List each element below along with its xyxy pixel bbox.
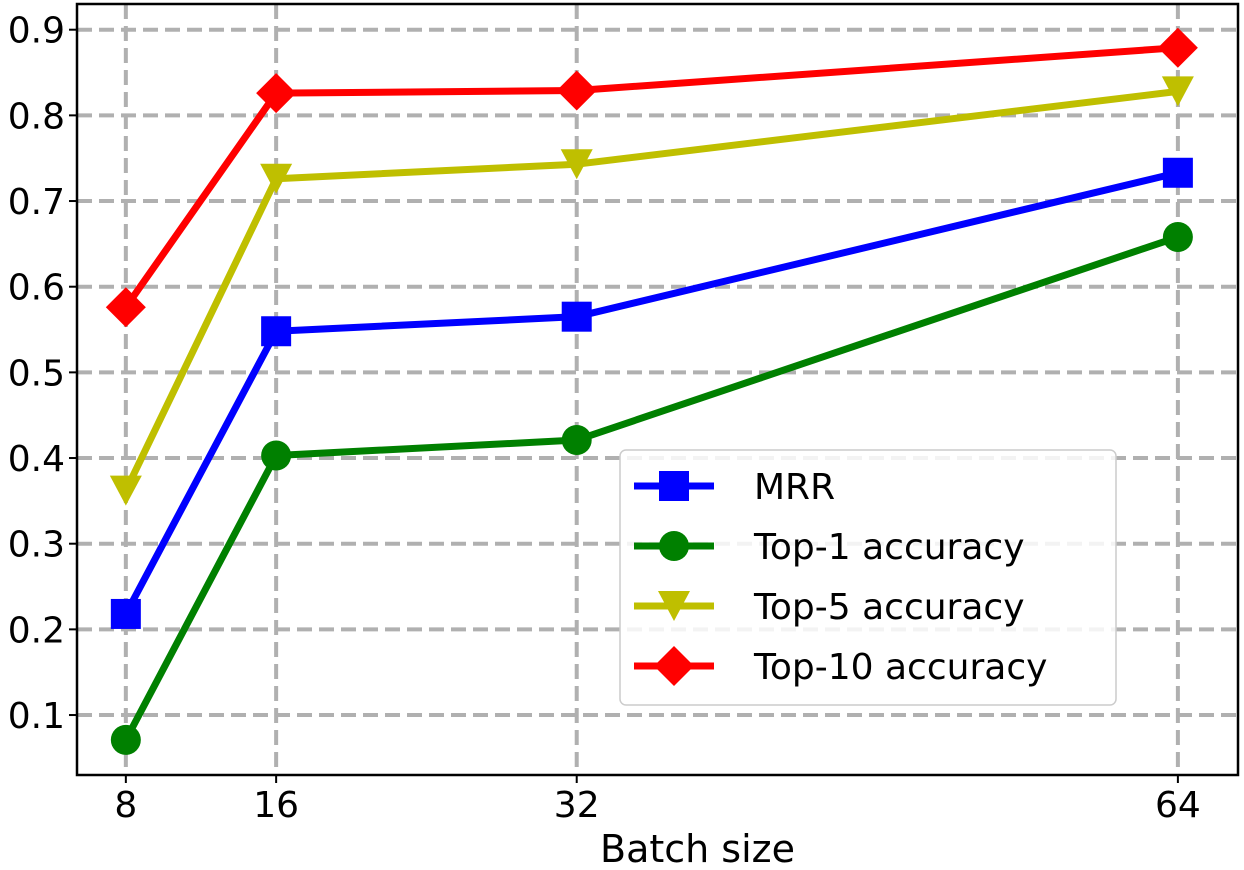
legend-marker: [659, 471, 689, 501]
x-tick-label: 32: [554, 785, 600, 826]
series-line: [122, 44, 1179, 310]
series-line: [122, 169, 1179, 616]
data-point: [261, 316, 292, 347]
x-tick-label: 8: [114, 785, 137, 826]
y-tick-label: 0.5: [8, 353, 65, 394]
data-point: [256, 73, 297, 114]
data-point: [110, 598, 141, 629]
y-tick-label: 0.8: [8, 96, 65, 137]
series-top-5-accuracy: [109, 76, 1194, 506]
series-line: [122, 87, 1179, 493]
legend-item: MRR: [634, 467, 835, 508]
data-point: [109, 475, 142, 506]
data-point: [1157, 27, 1198, 68]
legend-box: [619, 449, 1117, 706]
data-point: [561, 425, 592, 456]
legend-label: Top-1 accuracy: [753, 527, 1025, 568]
legend-item: Top-1 accuracy: [634, 527, 1025, 568]
legend-marker: [659, 531, 689, 561]
y-tick-label: 0.6: [8, 268, 65, 309]
series-layer: [105, 27, 1198, 755]
x-tick-labels: 8 16 32 64: [114, 775, 1201, 826]
series-mrr: [110, 157, 1193, 629]
data-point: [1162, 157, 1193, 188]
y-tick-label: 0.7: [8, 182, 65, 223]
data-point: [561, 301, 592, 332]
data-point: [1162, 222, 1193, 253]
data-point: [556, 70, 597, 111]
y-tick-label: 0.1: [8, 696, 65, 737]
legend-label: Top-5 accuracy: [753, 587, 1025, 628]
legend-label: Top-10 accuracy: [753, 647, 1047, 688]
y-tick-label: 0.9: [8, 11, 65, 52]
x-axis-label: Batch size: [600, 827, 795, 870]
series-top-10-accuracy: [105, 27, 1198, 328]
y-tick-label: 0.3: [8, 525, 65, 566]
data-point: [560, 149, 593, 180]
y-tick-label: 0.2: [8, 610, 65, 651]
plot-frame: [75, 2, 1240, 777]
data-point: [260, 163, 293, 194]
legend-item: Top-5 accuracy: [634, 587, 1025, 628]
legend-label: MRR: [754, 467, 835, 508]
series-line: [122, 233, 1180, 742]
y-tick-label: 0.4: [8, 439, 65, 480]
data-point: [1161, 76, 1194, 107]
legend: MRR Top-1 accuracy Top-5 accuracy Top-10 ac…: [619, 449, 1117, 706]
legend-marker: [658, 591, 690, 621]
y-tick-labels: 0.1 0.2 0.3 0.4 0.5 0.6 0.7 0.8 0.9: [8, 11, 77, 737]
data-point: [105, 287, 146, 328]
series-top-1-accuracy: [110, 222, 1193, 755]
x-tick-label: 16: [253, 785, 299, 826]
data-point: [110, 724, 141, 755]
legend-marker: [654, 646, 694, 686]
data-point: [261, 440, 292, 471]
legend-item: Top-10 accuracy: [634, 646, 1047, 688]
x-tick-label: 64: [1155, 785, 1201, 826]
